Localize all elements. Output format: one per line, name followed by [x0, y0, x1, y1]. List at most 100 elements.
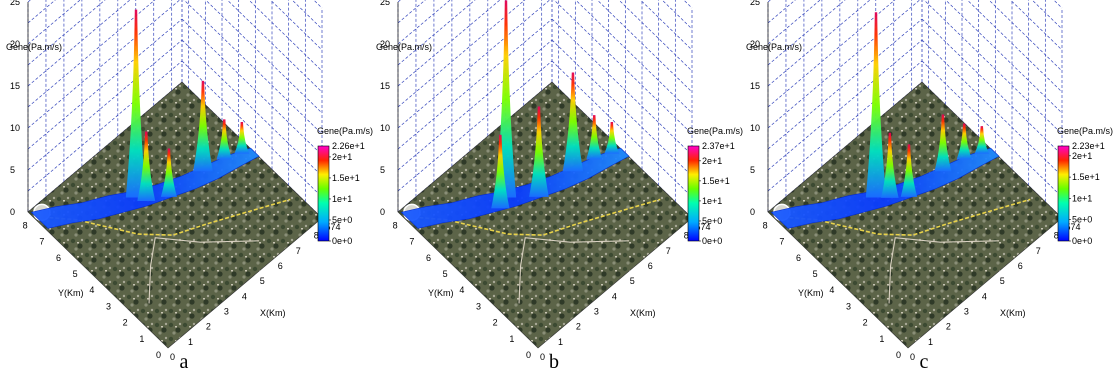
z-tick-label: 10	[380, 123, 390, 133]
grid-line	[291, 0, 323, 30]
x-tick-label: 1	[558, 337, 563, 347]
y-tick-label: 0	[896, 350, 901, 360]
grid-line	[397, 18, 553, 150]
colorbar-tick-label: 0e+0	[332, 236, 352, 246]
road-line	[518, 237, 630, 304]
surface-peak	[160, 148, 178, 197]
x-tick-label: 6	[648, 261, 653, 271]
colorbar-title: Gene(Pa.m/s)	[317, 126, 373, 136]
y-axis-title: Y(Km)	[428, 288, 454, 298]
y-tick-label: 3	[476, 301, 481, 311]
x-tick-label: 6	[1018, 261, 1023, 271]
grid-walls	[27, 0, 323, 219]
panel-label: c	[920, 351, 929, 373]
y-axis-title: Y(Km)	[798, 288, 824, 298]
surface-peak	[900, 144, 918, 197]
back-wall-right	[922, 0, 1062, 218]
colorbar-tick-label: 1.5e+1	[1072, 172, 1100, 182]
z-tick-label: 10	[10, 123, 20, 133]
back-wall-left	[398, 0, 552, 212]
grid-line	[397, 0, 551, 129]
y-tick-label: 5	[73, 269, 78, 279]
grid-line	[397, 0, 526, 108]
y-tick-label: 0	[156, 350, 161, 360]
colorbar-tick-label: 0e+0	[1072, 236, 1092, 246]
z-tick-label: 0	[10, 207, 15, 217]
x-tick-label: 0	[170, 352, 175, 362]
y-tick-label: 4	[89, 285, 94, 295]
surface-peak	[529, 106, 549, 197]
grid-line	[767, 0, 871, 87]
x-tick-label: 2	[576, 322, 581, 332]
back-wall-right	[182, 0, 322, 218]
colorbar	[1057, 145, 1070, 242]
y-tick-label: 1	[139, 334, 144, 344]
z-tick-label: 10	[750, 123, 760, 133]
grid-line	[270, 0, 323, 51]
grid-line	[767, 60, 923, 192]
y-tick-label: 3	[106, 301, 111, 311]
surface-peak	[137, 131, 156, 201]
surface-peak	[865, 12, 887, 198]
grid-line	[596, 0, 693, 93]
colorbar	[317, 145, 330, 242]
x-tick-label: 7	[1036, 246, 1041, 256]
chart-panel-b: 0510152025Gene(Pa.m/s)012345678012345678…	[376, 0, 743, 373]
back-wall-left	[28, 0, 182, 212]
grid-line	[226, 0, 323, 93]
grid-line	[27, 0, 181, 129]
x-tick-label: 0	[910, 352, 915, 362]
grid-line	[988, 0, 1063, 72]
panel-label: a	[180, 351, 189, 373]
x-tick-label: 4	[242, 291, 247, 301]
grid-line	[767, 0, 896, 108]
grid-line	[397, 0, 501, 87]
z-tick-label: 15	[750, 81, 760, 91]
z-tick-label: 20	[380, 39, 390, 49]
y-tick-label: 8	[23, 220, 28, 230]
y-tick-label: 3	[846, 301, 851, 311]
x-tick-label: 1	[188, 337, 193, 347]
colorbar-tick-label: 1e+1	[332, 194, 352, 204]
colorbar-tick-label: 2e+1	[1072, 151, 1092, 161]
grid-line	[945, 0, 1063, 114]
chart-panel-a: 0510152025Gene(Pa.m/s)012345678012345678…	[6, 0, 373, 373]
grid-walls	[767, 0, 1063, 219]
grid-line	[397, 39, 553, 171]
z-tick-label: 0	[380, 207, 385, 217]
y-tick-label: 8	[763, 220, 768, 230]
grid-line	[661, 0, 693, 30]
z-tick-label: 25	[380, 0, 390, 7]
back-wall-right	[552, 0, 692, 218]
x-tick-label: 2	[206, 322, 211, 332]
x-axis-title: X(Km)	[630, 308, 656, 318]
y-tick-label: 7	[39, 237, 44, 247]
road-line	[888, 237, 1000, 304]
surface-peak	[934, 114, 952, 172]
y-tick-label: 6	[796, 253, 801, 263]
y-tick-label: 2	[123, 318, 128, 328]
y-tick-label: 4	[459, 285, 464, 295]
x-tick-label: 4	[612, 291, 617, 301]
surface-peak	[956, 123, 972, 160]
colorbar-max-label: 2.23e+1	[1072, 141, 1105, 151]
surface-peak	[562, 72, 584, 172]
z-axis-title: Gene(Pa.m/s)	[376, 42, 432, 52]
grid-line	[183, 0, 323, 135]
grid-line	[27, 0, 156, 108]
x-tick-label: 3	[964, 307, 969, 317]
x-tick-label: 8	[684, 231, 689, 241]
colorbar-tick-label: 5e+0	[1072, 215, 1092, 225]
grid-line	[27, 60, 183, 192]
x-tick-label: 8	[314, 231, 319, 241]
x-tick-label: 5	[260, 276, 265, 286]
surface-peak	[193, 80, 213, 172]
surface-peak	[881, 132, 899, 198]
grid-line	[767, 39, 923, 171]
colorbar-max-label: 2.26e+1	[332, 141, 365, 151]
x-tick-label: 7	[296, 246, 301, 256]
grid-line	[397, 60, 553, 192]
surface-peak	[216, 119, 232, 160]
y-tick-label: 5	[443, 269, 448, 279]
y-tick-label: 1	[509, 334, 514, 344]
